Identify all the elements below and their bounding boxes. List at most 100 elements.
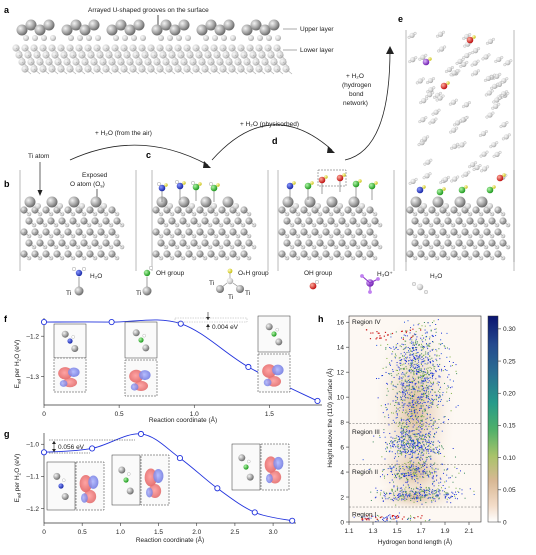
- bond: [45, 231, 52, 237]
- density-point: [450, 392, 452, 394]
- density-point: [397, 445, 399, 447]
- bond: [199, 253, 206, 259]
- density-point-red: [391, 515, 394, 518]
- bond: [369, 231, 376, 237]
- density-point: [429, 338, 431, 340]
- density-point: [414, 442, 416, 444]
- density-point: [436, 479, 438, 481]
- bond: [188, 209, 195, 215]
- density-point: [416, 433, 418, 435]
- density-point: [419, 402, 421, 404]
- density-point: [410, 469, 412, 471]
- density-point: [436, 360, 438, 362]
- density-point: [435, 331, 437, 333]
- density-point: [422, 476, 424, 478]
- density-point: [438, 445, 440, 447]
- density-point: [432, 425, 434, 427]
- density-point: [432, 494, 434, 496]
- density-point: [416, 405, 418, 407]
- density-point: [438, 369, 440, 371]
- density-point: [406, 467, 408, 469]
- water-h: [418, 57, 422, 61]
- density-point: [436, 446, 438, 448]
- density-point: [391, 353, 393, 355]
- density-point: [426, 363, 428, 365]
- density-point: [404, 425, 406, 427]
- water-o: [505, 60, 511, 66]
- density-point: [392, 437, 394, 439]
- water-h: [408, 60, 412, 64]
- density-point: [410, 435, 412, 437]
- lower-bond: [276, 68, 284, 75]
- density-point: [429, 416, 431, 418]
- density-point: [412, 359, 414, 361]
- water-h: [461, 174, 465, 178]
- density-point: [425, 397, 427, 399]
- density-point: [404, 347, 406, 349]
- o-atom: [167, 35, 173, 41]
- density-point: [423, 435, 425, 437]
- density-point: [382, 517, 384, 519]
- density-point: [423, 491, 425, 493]
- density-point: [410, 443, 412, 445]
- density-point: [407, 441, 409, 443]
- density-point: [391, 451, 393, 453]
- density-point: [417, 377, 419, 379]
- arrow-c-to-d: [211, 124, 333, 161]
- density-point: [389, 465, 391, 467]
- density-point: [384, 416, 386, 418]
- density-point: [386, 409, 388, 411]
- density-point: [416, 498, 418, 500]
- density-point: [445, 494, 447, 496]
- special-o: [422, 58, 430, 66]
- panel-g-barrier-arrowhead-up: [52, 441, 56, 444]
- water-o: [487, 112, 493, 118]
- density-point: [401, 441, 403, 443]
- density-point: [408, 468, 410, 470]
- density-point: [394, 517, 396, 519]
- density-point: [406, 411, 408, 413]
- density-point: [401, 423, 403, 425]
- bond: [111, 209, 118, 215]
- density-point: [450, 365, 452, 367]
- density-point: [401, 489, 403, 491]
- bond: [330, 220, 337, 226]
- density-point: [403, 385, 405, 387]
- bond: [475, 253, 482, 259]
- density-point: [407, 418, 409, 420]
- lower-bond: [267, 68, 275, 75]
- density-point: [389, 467, 391, 469]
- bond: [50, 242, 57, 248]
- ti-atom-arrowhead: [37, 190, 43, 196]
- density-point: [403, 494, 405, 496]
- o-atom: [113, 35, 119, 41]
- density-point: [413, 374, 415, 376]
- density-point: [428, 448, 430, 450]
- bond: [347, 253, 354, 259]
- bond: [28, 220, 35, 226]
- density-point: [433, 448, 435, 450]
- density-point: [419, 409, 421, 411]
- water-h: [440, 179, 444, 183]
- density-point: [417, 445, 419, 447]
- density-point: [433, 320, 435, 322]
- bond: [193, 242, 200, 248]
- density-point: [404, 412, 406, 414]
- density-point: [406, 475, 408, 477]
- density-point: [410, 516, 412, 518]
- o-atom: [23, 35, 29, 41]
- density-point: [401, 445, 403, 447]
- density-point: [427, 322, 429, 324]
- density-point: [408, 418, 410, 420]
- density-point: [409, 466, 411, 468]
- density-point-red: [414, 517, 416, 519]
- density-point: [406, 351, 408, 353]
- density-point: [438, 497, 440, 499]
- density-point: [423, 445, 425, 447]
- density-point: [448, 399, 450, 401]
- density-point: [420, 473, 422, 475]
- bond: [78, 209, 85, 215]
- density-point: [446, 474, 448, 476]
- bond: [425, 220, 432, 226]
- density-point: [429, 437, 431, 439]
